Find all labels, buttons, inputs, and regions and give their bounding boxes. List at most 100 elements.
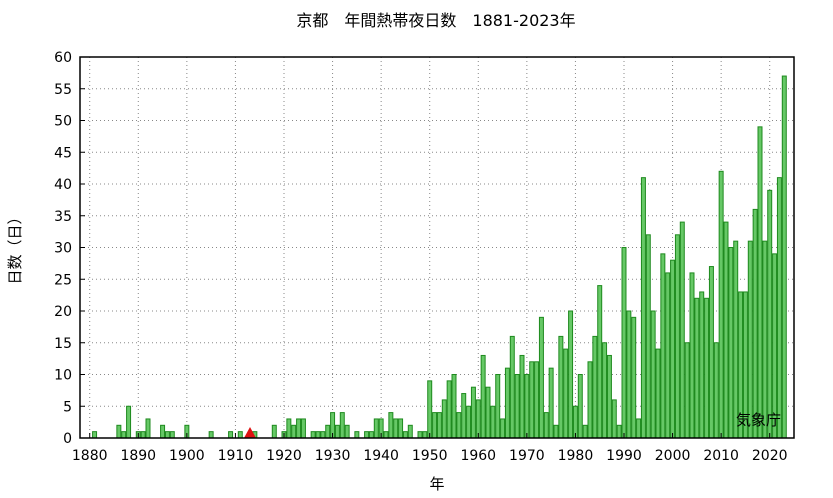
bar-1946 (407, 424, 413, 439)
bar-2020 (767, 189, 773, 439)
y-tick-label: 5 (63, 399, 72, 415)
bar-1970 (524, 374, 530, 439)
credit-label: 気象庁 (736, 411, 781, 429)
y-tick-label: 30 (54, 241, 72, 257)
bar-1950 (427, 380, 433, 439)
chart-title: 京都 年間熱帯夜日数 1881-2023年 (296, 11, 575, 30)
x-tick-label: 1920 (266, 448, 302, 464)
bar-1998 (660, 253, 666, 439)
x-tick-label: 1940 (363, 448, 399, 464)
bar-1955 (451, 374, 457, 439)
bar-1932 (339, 412, 345, 439)
y-tick-label: 25 (54, 272, 72, 288)
bar-2008 (708, 266, 714, 439)
bar-1892 (145, 418, 151, 439)
y-tick-label: 50 (54, 114, 72, 130)
bar-1895 (160, 424, 166, 439)
bar-1978 (563, 348, 569, 439)
bar-1911 (237, 431, 243, 439)
bar-2000 (670, 259, 676, 439)
bar-1929 (325, 424, 331, 439)
bar-1982 (582, 424, 588, 439)
bar-2006 (699, 291, 705, 439)
bar-1951 (432, 412, 438, 439)
bar-1921 (286, 418, 292, 439)
bar-2011 (723, 221, 729, 439)
bar-1896 (164, 431, 170, 439)
bar-1927 (315, 431, 321, 439)
bar-2007 (704, 297, 710, 439)
bar-1963 (490, 405, 496, 439)
x-tick-label: 1970 (509, 448, 545, 464)
bar-2010 (718, 170, 724, 439)
bar-1996 (650, 310, 656, 439)
bar-1962 (485, 386, 491, 439)
bar-1941 (383, 431, 389, 439)
bar-1988 (611, 399, 617, 439)
bars (92, 75, 787, 439)
bar-1961 (480, 354, 486, 439)
bar-1945 (402, 431, 408, 439)
y-tick-label: 10 (54, 368, 72, 384)
y-tick-label: 60 (54, 50, 72, 66)
x-tick-label: 1910 (218, 448, 254, 464)
bar-1953 (441, 399, 447, 439)
x-tick-label: 2020 (752, 448, 788, 464)
bar-2013 (733, 240, 739, 439)
y-tick-label: 15 (54, 336, 72, 352)
bar-1926 (310, 431, 316, 439)
bar-2002 (679, 221, 685, 439)
y-tick-label: 0 (63, 431, 72, 447)
x-tick-label: 1950 (412, 448, 448, 464)
bar-1968 (514, 374, 520, 439)
bar-1999 (665, 272, 671, 439)
bar-1938 (368, 431, 374, 439)
x-tick-label: 1930 (315, 448, 351, 464)
bar-1992 (631, 316, 637, 439)
x-tick-label: 1990 (606, 448, 642, 464)
x-tick-label: 1960 (460, 448, 496, 464)
bar-1983 (587, 361, 593, 439)
bar-1939 (373, 418, 379, 439)
y-tick-label: 35 (54, 209, 72, 225)
bar-1974 (543, 412, 549, 439)
bar-1976 (553, 424, 559, 439)
bar-2001 (674, 234, 680, 439)
y-tick-label: 40 (54, 177, 72, 193)
bar-2019 (762, 240, 768, 439)
bar-1986 (602, 342, 608, 439)
bar-1887 (121, 431, 127, 439)
bar-1952 (436, 412, 442, 439)
bar-1942 (388, 412, 394, 439)
bar-1949 (422, 431, 428, 439)
bar-1881 (92, 431, 98, 439)
bar-1971 (529, 361, 535, 439)
x-tick-labels: 1880 1890 1900 1910 1920 1930 1940 1950 1960 1970… (72, 433, 788, 464)
bar-1924 (300, 418, 306, 439)
bar-1989 (616, 424, 622, 439)
bar-1943 (393, 418, 399, 439)
bar-1959 (470, 386, 476, 439)
bar-2004 (689, 272, 695, 439)
bar-2012 (728, 247, 734, 439)
bar-2018 (757, 126, 763, 439)
x-tick-label: 2000 (655, 448, 691, 464)
bar-1957 (461, 393, 467, 439)
y-tick-label: 55 (54, 82, 72, 98)
bar-1960 (475, 399, 481, 439)
bar-1993 (636, 418, 642, 439)
bar-2016 (747, 240, 753, 439)
bar-2017 (752, 208, 758, 439)
y-axis-label: 日数（日） (6, 209, 24, 284)
bar-1909 (228, 431, 234, 439)
bar-1975 (548, 367, 554, 439)
bar-1972 (534, 361, 540, 439)
bar-1928 (320, 431, 326, 439)
bar-1886 (116, 424, 122, 439)
bar-1987 (606, 354, 612, 439)
bar-1944 (398, 418, 404, 439)
bar-1966 (504, 367, 510, 439)
bar-1891 (140, 431, 146, 439)
bar-1973 (538, 316, 544, 439)
